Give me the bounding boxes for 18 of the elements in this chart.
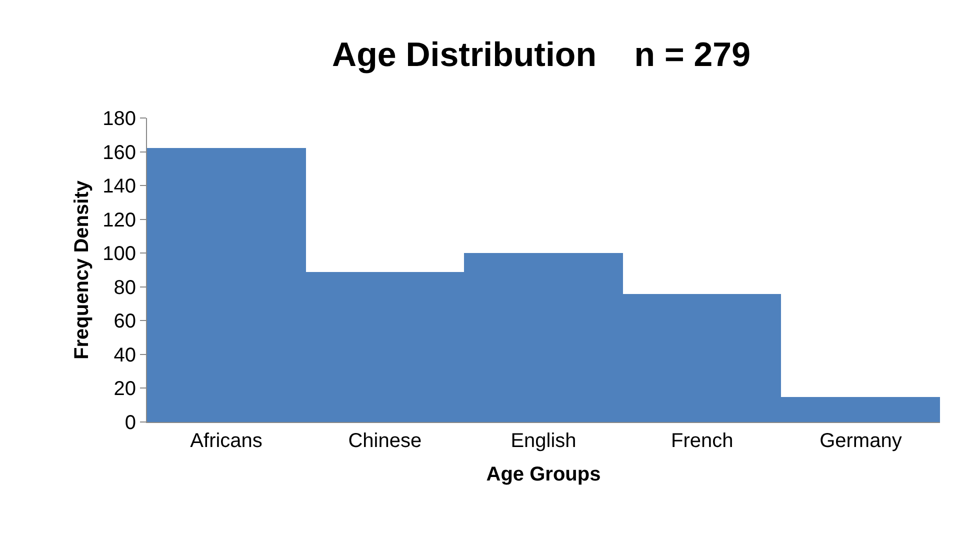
- y-tick-label: 20: [114, 378, 136, 400]
- y-tick-label: 100: [102, 243, 136, 266]
- x-tick-label: Chinese: [348, 430, 422, 452]
- y-tick-label: 80: [114, 276, 136, 299]
- y-tick-label: 40: [114, 344, 136, 366]
- x-tick-label: Germany: [820, 430, 902, 452]
- y-tick-label: 140: [102, 176, 136, 198]
- y-tick-label: 0: [124, 412, 136, 434]
- y-axis-title: Frequency Density: [71, 180, 94, 360]
- y-tick-label: 60: [114, 310, 136, 333]
- chart-title: Age Distribution n = 279: [332, 36, 751, 74]
- y-tick-label: 160: [102, 142, 136, 164]
- y-tick-label: 120: [102, 209, 136, 232]
- x-axis-title: Age Groups: [486, 464, 601, 486]
- y-tick-label: 180: [102, 108, 136, 130]
- x-tick-label: French: [670, 430, 734, 452]
- x-tick-label: English: [510, 430, 576, 452]
- x-tick-label: Africans: [190, 430, 262, 452]
